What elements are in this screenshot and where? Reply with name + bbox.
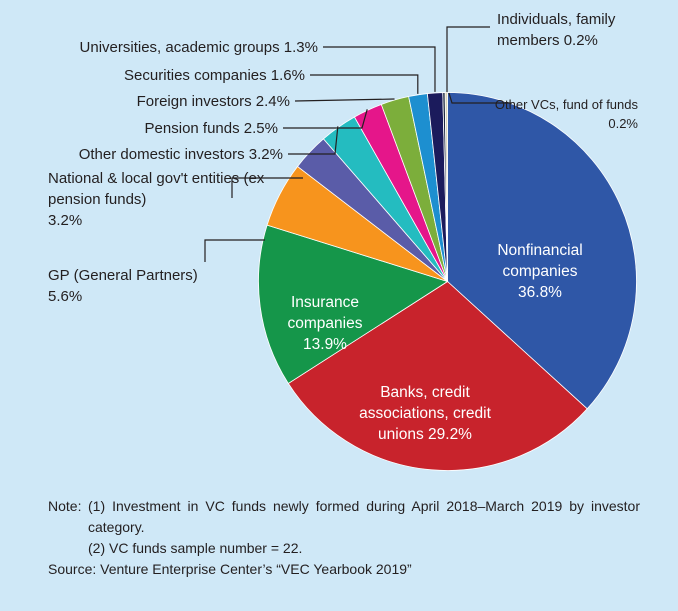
value-label: 2.5%: [243, 120, 278, 137]
slice-label: Other VCs, fund of funds 0.2%: [490, 95, 638, 133]
value-label: 36.8%: [518, 284, 562, 301]
value-label: 5.6%: [48, 288, 83, 305]
notes: Note: (1) Investment in VC funds newly f…: [48, 496, 640, 580]
pie-slice: [447, 92, 637, 410]
category-label: GP (General Partners): [48, 267, 198, 284]
category-label: Individuals, family members: [497, 11, 616, 49]
leader-line: [231, 177, 303, 198]
slice-label: Securities companies 1.6%: [0, 65, 305, 86]
slice-label: Other domestic investors 3.2%: [0, 144, 283, 165]
value-label: 2.4%: [255, 93, 290, 110]
slice-label: Insurance companies 13.9%: [275, 292, 375, 355]
pie-slice: [258, 224, 449, 384]
category-label: Other VCs, fund of funds: [494, 97, 638, 112]
value-label: 3.2%: [248, 146, 283, 163]
note-row: (2) VC funds sample number = 22.: [48, 538, 640, 559]
leader-line: [310, 74, 419, 94]
leader-line: [204, 239, 265, 262]
category-label: Securities companies: [124, 67, 267, 84]
leader-line: [448, 92, 512, 104]
leader-line: [446, 26, 490, 94]
note: (1) Investment in VC funds newly formed …: [88, 498, 640, 535]
pie-slice: [444, 92, 448, 282]
note: (2) VC funds sample number = 22.: [88, 540, 303, 556]
slice-label: GP (General Partners) 5.6%: [48, 265, 278, 307]
slice-label: Universities, academic groups 1.3%: [0, 37, 318, 58]
value-label: 3.2%: [48, 212, 83, 229]
spacer: [48, 538, 88, 559]
category-label: Pension funds: [144, 120, 240, 137]
category-label: Other domestic investors: [78, 146, 245, 163]
category-label: Universities, academic groups: [79, 39, 280, 56]
slice-label: Nonfinancial companies 36.8%: [485, 240, 595, 303]
leader-line: [323, 46, 436, 92]
slice-label: Banks, credit associations, credit union…: [345, 382, 505, 445]
category-label: National & local gov't entities (ex pens…: [48, 170, 265, 208]
value-label: 0.2%: [608, 116, 638, 131]
note-row: Note: (1) Investment in VC funds newly f…: [48, 496, 640, 538]
value-label: 0.2%: [563, 32, 598, 49]
leader-line: [288, 126, 339, 155]
source: Source: Venture Enterprise Center’s “VEC…: [48, 561, 412, 577]
leader-line: [283, 109, 368, 129]
value-label: 13.9%: [303, 336, 347, 353]
category-label: Nonfinancial companies: [497, 242, 583, 280]
value-label: 1.3%: [283, 39, 318, 56]
slice-label: Foreign investors 2.4%: [0, 91, 290, 112]
value-label: 29.2%: [428, 426, 472, 443]
leader-line: [294, 98, 395, 102]
category-label: Foreign investors: [136, 93, 252, 110]
note-label: Note:: [48, 498, 82, 514]
slice-label: Pension funds 2.5%: [0, 118, 278, 139]
category-label: Banks, credit associations, credit union…: [359, 384, 491, 443]
category-label: Insurance companies: [287, 294, 363, 332]
pie-slice: [287, 280, 588, 471]
slice-label: National & local gov't entities (ex pens…: [48, 168, 288, 231]
slice-label: Individuals, family members 0.2%: [497, 9, 637, 51]
value-label: 1.6%: [270, 67, 305, 84]
